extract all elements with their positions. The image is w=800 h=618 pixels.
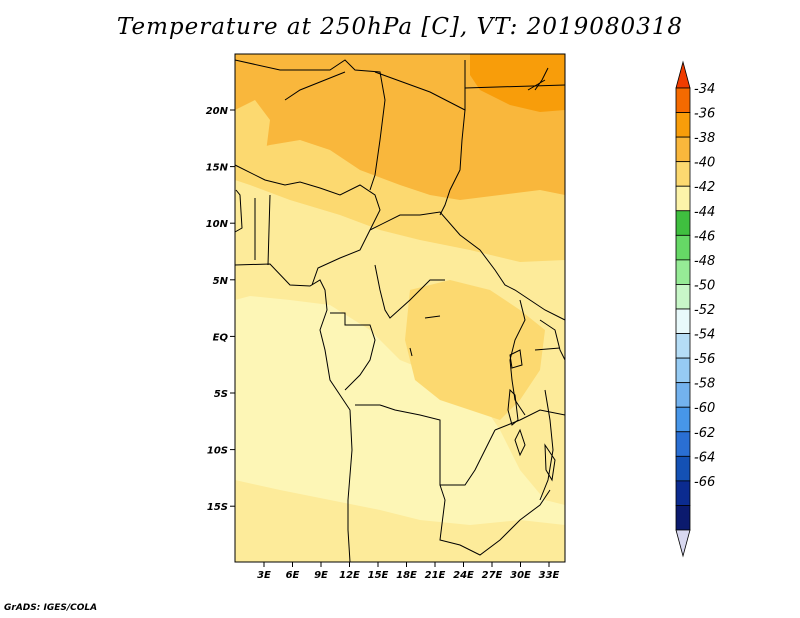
plot-frame <box>234 53 566 563</box>
border-line <box>494 409 566 431</box>
colorbar-label: -62 <box>694 426 715 441</box>
lon-tick-label: 18E <box>396 570 417 581</box>
colorbar-box <box>675 161 691 187</box>
field-south-band <box>235 480 565 562</box>
colorbar-box <box>675 406 691 433</box>
border-line <box>464 84 566 89</box>
colorbar-label: -40 <box>694 156 715 171</box>
lon-tick-label: 3E <box>257 570 271 581</box>
colorbar-label: -58 <box>694 377 715 392</box>
colorbar-box <box>675 480 691 506</box>
border-line <box>369 211 566 321</box>
credit-text: GrADS: IGES/COLA <box>4 603 98 613</box>
colorbar-box <box>675 455 691 482</box>
colorbar-box <box>675 333 691 359</box>
lon-tick-label: 6E <box>286 570 300 581</box>
border-line <box>330 312 376 391</box>
border-line <box>254 194 271 266</box>
country-borders <box>234 59 566 563</box>
colorbar-label: -44 <box>694 205 715 220</box>
colorbar-label: -38 <box>694 131 715 146</box>
lon-tick-label: 24E <box>453 570 474 581</box>
lon-tick-label: 30E <box>510 570 531 581</box>
border-line <box>284 71 346 101</box>
latitude-axis: 20N 15N 10N 5N EQ 5S 10S 15S <box>206 106 235 513</box>
colorbar-label: -50 <box>694 278 715 293</box>
lat-tick-label: 15S <box>207 502 228 513</box>
border-line <box>439 109 466 216</box>
lake-outline <box>514 428 526 457</box>
colorbar-label: -54 <box>694 328 715 343</box>
colorbar-label: -52 <box>694 303 715 318</box>
colorbar-label: -46 <box>694 229 715 244</box>
lat-tick-label: 10S <box>207 446 228 457</box>
border-line <box>355 404 496 486</box>
colorbar-box <box>675 234 691 261</box>
colorbar-label: -34 <box>694 82 715 97</box>
colorbar-box <box>675 112 691 138</box>
border-line <box>234 59 386 191</box>
colorbar-box <box>675 431 691 457</box>
colorbar: -34 -36 -38 -40 -42 -44 -46 -48 -50 -52 -54 -56 -58 -… <box>675 60 715 558</box>
border-line <box>539 389 554 501</box>
border-line <box>234 164 381 286</box>
colorbar-box <box>675 357 691 384</box>
colorbar-box <box>675 505 691 531</box>
colorbar-box <box>675 382 691 408</box>
colorbar-label: -64 <box>694 450 715 465</box>
lon-tick-label: 33E <box>539 570 560 581</box>
field-north-west <box>235 100 270 170</box>
longitude-axis: 3E 6E 9E 12E 15E 18E 21E 24E 27E 30E 33E <box>257 562 560 581</box>
lake-outline <box>509 349 523 369</box>
border-line <box>439 484 551 556</box>
temperature-field <box>235 54 565 562</box>
border-line <box>234 263 353 563</box>
lon-tick-label: 12E <box>339 570 360 581</box>
lat-tick-label: 5N <box>213 276 229 287</box>
field-central-blob <box>405 280 545 420</box>
lon-tick-label: 15E <box>368 570 389 581</box>
colorbar-box <box>675 185 691 212</box>
colorbar-label: -36 <box>694 107 715 122</box>
lat-tick-label: 20N <box>206 106 229 117</box>
lake-outline <box>507 388 519 426</box>
colorbar-box <box>675 136 691 163</box>
colorbar-label: -66 <box>694 475 715 490</box>
border-line <box>527 67 549 91</box>
lat-tick-label: 15N <box>206 163 229 174</box>
colorbar-box <box>675 308 691 334</box>
colorbar-label: -42 <box>694 180 715 195</box>
lake-outline <box>544 443 556 482</box>
chart-title: Temperature at 250hPa [C], VT: 201908031… <box>116 14 684 40</box>
lon-tick-label: 21E <box>425 570 446 581</box>
colorbar-bottom-triangle <box>675 529 691 558</box>
colorbar-label: -60 <box>694 401 715 416</box>
colorbar-top-triangle <box>675 60 691 89</box>
colorbar-box <box>675 210 691 236</box>
border-line <box>534 319 566 361</box>
lat-tick-label: 5S <box>214 389 228 400</box>
border-line <box>509 299 526 416</box>
lat-tick-label: EQ <box>213 332 229 343</box>
colorbar-label: -48 <box>694 254 715 269</box>
lon-tick-label: 27E <box>482 570 503 581</box>
colorbar-box <box>675 87 691 113</box>
lat-tick-label: 10N <box>206 219 229 230</box>
field-pale-south <box>235 296 565 562</box>
border-line <box>234 189 243 233</box>
lon-tick-label: 9E <box>314 570 328 581</box>
border-line <box>374 60 466 111</box>
field-northeast-warm <box>470 54 565 112</box>
lake-outline <box>409 315 441 357</box>
border-line <box>374 264 445 319</box>
colorbar-box <box>675 259 691 285</box>
lakes <box>409 315 556 482</box>
colorbar-label: -56 <box>694 352 715 367</box>
colorbar-box <box>675 284 691 310</box>
